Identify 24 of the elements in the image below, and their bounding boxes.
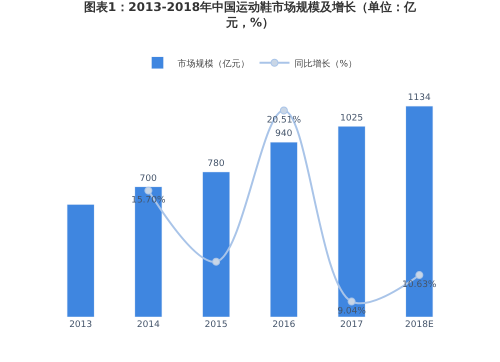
data-label: 20.51% [266,116,302,126]
x-tick-label: 2014 [136,320,160,330]
point [144,186,152,195]
bar [66,204,94,317]
x-tick-label: 2013 [69,320,92,330]
point [212,258,220,266]
data-label: 1025 [340,113,364,124]
x-tick-label: 2018E [405,320,434,330]
data-label: 1134 [408,93,431,104]
chart-title: 图表1：2013-2018年中国运动鞋市场规模及增长（单位：亿元，%） [84,0,418,30]
point [348,298,356,306]
bar [270,142,298,317]
bar [202,172,230,317]
bar [338,126,366,317]
data-label: 700 [140,174,158,184]
data-label: 780 [207,158,225,169]
x-tick-label: 2016 [272,320,296,330]
point [415,271,424,280]
legend-label: 同比增长（%） [294,58,358,70]
x-tick-label: 2015 [204,320,228,330]
data-label: 940 [275,129,293,140]
point [280,106,288,114]
legend-label: 市场规模（亿元） [178,58,250,70]
x-tick-label: 2017 [340,320,364,330]
